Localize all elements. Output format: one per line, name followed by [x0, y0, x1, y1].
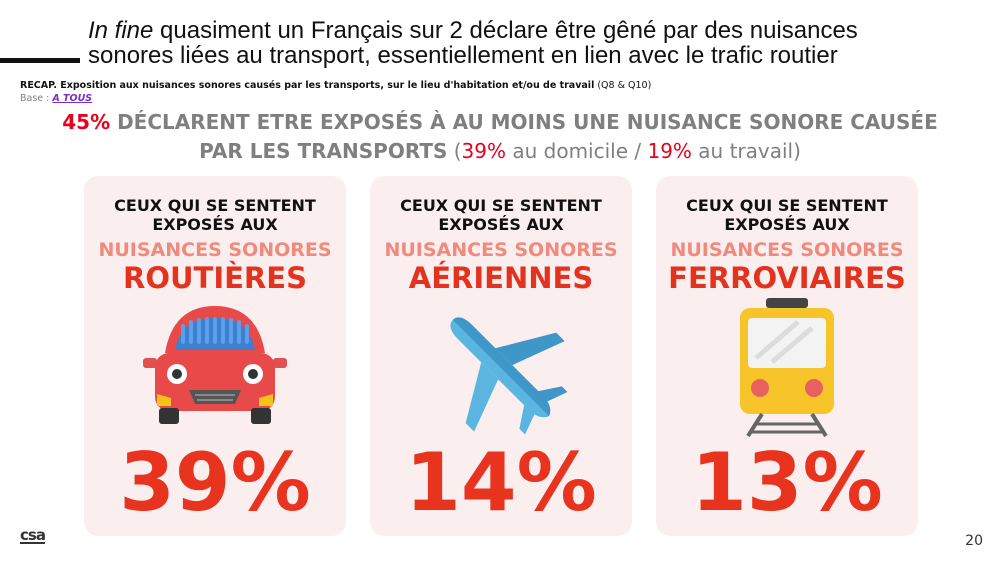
csa-logo: csa — [20, 526, 46, 544]
card-value: 39% — [119, 436, 311, 529]
headline-work-text: au travail) — [691, 139, 801, 163]
card-lead-line2: EXPOSÉS AUX — [724, 215, 850, 234]
airplane-icon — [450, 317, 568, 435]
title-accent-bar — [0, 58, 80, 63]
card-lead-line2: EXPOSÉS AUX — [438, 215, 564, 234]
card-lead-line1: CEUX QUI SE SENTENT — [686, 196, 888, 215]
card-lead: CEUX QUI SE SENTENT EXPOSÉS AUX — [84, 196, 346, 234]
card-sub: NUISANCES SONORES — [384, 239, 618, 261]
title-line2: sonores liées au transport, essentiellem… — [88, 42, 838, 69]
card-kind: FERROVIAIRES — [668, 261, 906, 295]
card-value: 13% — [691, 436, 883, 529]
card-sub: NUISANCES SONORES — [98, 239, 332, 261]
car-icon — [143, 306, 287, 424]
card-road: CEUX QUI SE SENTENT EXPOSÉS AUX NUISANCE… — [84, 176, 346, 536]
card-lead-line2: EXPOSÉS AUX — [152, 215, 278, 234]
train-icon — [740, 298, 834, 438]
title-line1: quasiment un Français sur 2 déclare être… — [153, 17, 858, 44]
base-link[interactable]: A TOUS — [52, 93, 93, 104]
card-rail: CEUX QUI SE SENTENT EXPOSÉS AUX NUISANCE… — [656, 176, 918, 536]
card-lead-line1: CEUX QUI SE SENTENT — [400, 196, 602, 215]
card-air: CEUX QUI SE SENTENT EXPOSÉS AUX NUISANCE… — [370, 176, 632, 536]
headline: 45% DÉCLARENT ETRE EXPOSÉS À AU MOINS UN… — [60, 108, 940, 166]
headline-line1: DÉCLARENT ETRE EXPOSÉS À AU MOINS UNE NU… — [110, 110, 938, 134]
headline-home-text: au domicile / — [506, 139, 648, 163]
card-value: 14% — [405, 436, 597, 529]
card-lead-line1: CEUX QUI SE SENTENT — [114, 196, 316, 215]
recap-text: RECAP. Exposition aux nuisances sonores … — [20, 80, 595, 91]
card-sub: NUISANCES SONORES — [670, 239, 904, 261]
base-label: Base : — [20, 93, 53, 104]
page-number: 20 — [965, 533, 983, 549]
recap-note: RECAP. Exposition aux nuisances sonores … — [20, 79, 651, 92]
card-lead: CEUX QUI SE SENTENT EXPOSÉS AUX — [370, 196, 632, 234]
recap-ref: (Q8 & Q10) — [594, 80, 652, 91]
base-note: Base : A TOUS — [20, 93, 92, 104]
headline-pct-home: 39% — [461, 139, 506, 163]
title-italic: In fine — [88, 17, 154, 44]
card-lead: CEUX QUI SE SENTENT EXPOSÉS AUX — [656, 196, 918, 234]
card-kind: ROUTIÈRES — [123, 261, 307, 295]
headline-pct-total: 45% — [62, 110, 111, 134]
headline-open-paren: ( — [447, 139, 462, 163]
card-kind: AÉRIENNES — [408, 261, 594, 295]
headline-line2: PAR LES TRANSPORTS — [199, 139, 448, 163]
headline-pct-work: 19% — [647, 139, 692, 163]
page-title: In fine quasiment un Français sur 2 décl… — [88, 18, 988, 68]
